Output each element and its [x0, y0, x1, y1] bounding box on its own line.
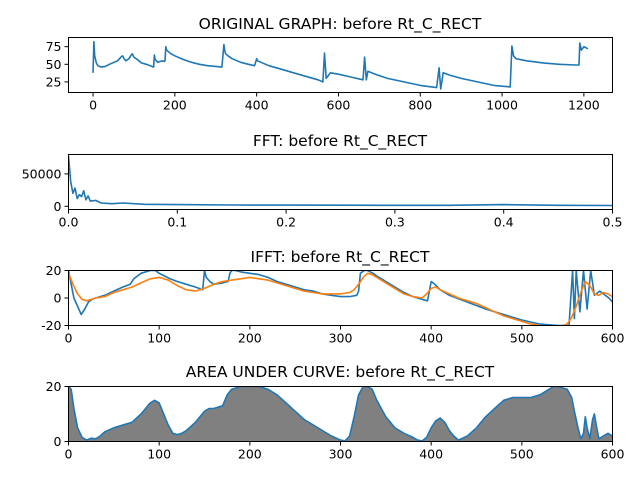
y-tick-label: 20: [46, 379, 62, 394]
axes-frame: [68, 386, 613, 442]
subplot-fft: FFT: before Rt_C_RECT 0.0 0.1 0.2 0.3 0.4 0.5…: [22, 132, 623, 230]
x-tick-label: 100: [147, 447, 171, 462]
x-tick-label: 100: [147, 331, 171, 346]
y-tick-label: 25: [46, 74, 62, 89]
axis-ticks: 0 100 200 300 400 500 600 0 20: [46, 379, 625, 462]
plot-area: [68, 386, 613, 442]
y-tick-label: 50: [46, 57, 62, 72]
x-tick-label: 300: [329, 331, 353, 346]
y-tick-label: 0: [54, 199, 62, 214]
x-tick-label: 0.1: [167, 215, 187, 230]
y-tick-label: 0: [54, 434, 62, 449]
x-tick-label: 500: [510, 331, 534, 346]
series-line-1: [68, 386, 613, 442]
x-tick-label: 200: [238, 331, 262, 346]
x-tick-label: 0.5: [603, 215, 623, 230]
x-tick-label: 200: [163, 98, 187, 113]
series-line-1: [68, 270, 613, 326]
subplot-area-under-curve: AREA UNDER CURVE: before Rt_C_RECT 0 100 2…: [46, 363, 625, 462]
x-tick-label: 0.4: [494, 215, 514, 230]
series-line-1: [92, 40, 589, 90]
subplot-ifft: IFFT: before Rt_C_RECT 0 100 200 300 400 500 6…: [41, 248, 624, 346]
x-tick-label: 800: [408, 98, 432, 113]
x-tick-label: 600: [601, 447, 625, 462]
axes-frame: [68, 270, 613, 326]
x-tick-label: 600: [601, 331, 625, 346]
x-tick-label: 400: [419, 331, 443, 346]
x-tick-label: 200: [238, 447, 262, 462]
x-tick-label: 600: [327, 98, 351, 113]
x-tick-label: 300: [329, 447, 353, 462]
x-tick-label: 0.2: [276, 215, 296, 230]
axes-frame: [68, 37, 613, 93]
x-tick-label: 400: [419, 447, 443, 462]
chart-title: IFFT: before Rt_C_RECT: [251, 248, 430, 267]
plot-area: [68, 270, 613, 326]
x-tick-label: 0.3: [385, 215, 405, 230]
x-tick-label: 0: [65, 331, 73, 346]
x-tick-label: 0.0: [59, 215, 79, 230]
y-tick-label: 0: [54, 291, 62, 306]
axis-ticks: 0 100 200 300 400 500 600 -20 0 20: [41, 263, 624, 346]
x-tick-label: 1200: [568, 98, 600, 113]
plot-area: [92, 40, 589, 90]
y-tick-label: 20: [46, 263, 62, 278]
plot-area: [68, 155, 613, 207]
axis-ticks: 0 200 400 600 800 1000 1200 25 50 75: [46, 39, 600, 112]
series-line-1: [68, 155, 613, 207]
subplot-original-graph: ORIGINAL GRAPH: before Rt_C_RECT 0 200 400…: [46, 15, 613, 113]
axis-ticks: 0.0 0.1 0.2 0.3 0.4 0.5 0 50000: [22, 166, 623, 229]
area-fill: [68, 386, 613, 442]
x-tick-label: 500: [510, 447, 534, 462]
chart-title: AREA UNDER CURVE: before Rt_C_RECT: [186, 363, 495, 382]
y-tick-label: -20: [41, 318, 61, 333]
x-tick-label: 1000: [486, 98, 518, 113]
y-tick-label: 50000: [22, 166, 62, 181]
chart-title: ORIGINAL GRAPH: before Rt_C_RECT: [199, 15, 482, 34]
y-tick-label: 75: [46, 39, 62, 54]
x-tick-label: 0: [89, 98, 97, 113]
axes-frame: [68, 154, 613, 210]
x-tick-label: 0: [65, 447, 73, 462]
x-tick-label: 400: [245, 98, 269, 113]
chart-title: FFT: before Rt_C_RECT: [253, 132, 428, 151]
series-line-2: [68, 272, 613, 326]
